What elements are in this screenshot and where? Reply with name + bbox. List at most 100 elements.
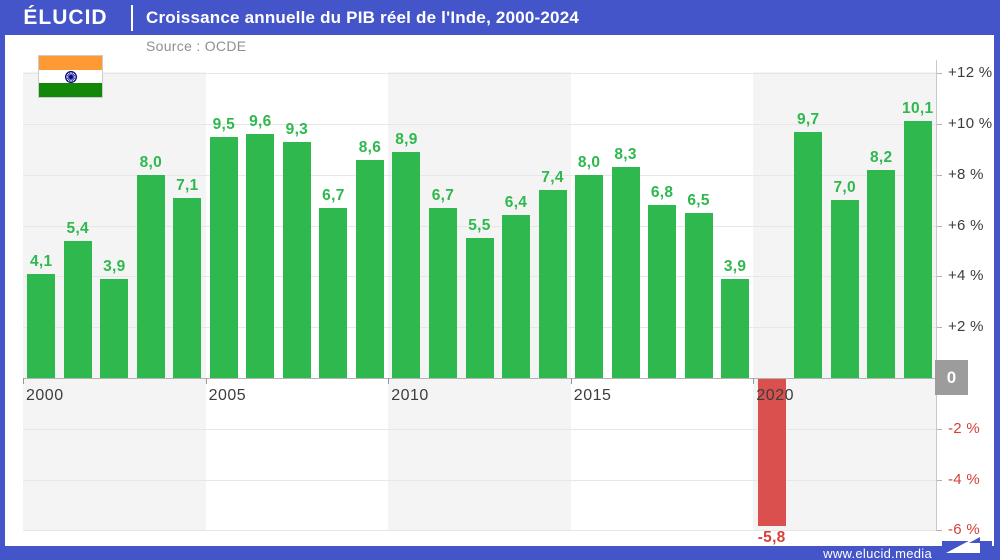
- bar: [684, 212, 713, 378]
- y-axis-label: +2 %: [948, 318, 984, 336]
- elucid-logo: ÉLUCID: [23, 5, 108, 29]
- x-axis-label: 2020: [756, 387, 794, 404]
- y-gridline: [23, 479, 936, 481]
- bar: [721, 278, 750, 378]
- x-axis-tick: [23, 378, 24, 384]
- y-axis-label: +8 %: [948, 165, 984, 183]
- x-axis-tick: [205, 378, 207, 384]
- bar-value-label: 9,3: [285, 120, 309, 138]
- ashoka-chakra-icon: [64, 70, 77, 83]
- bar: [757, 379, 786, 527]
- bar-value-label: 4,1: [30, 252, 53, 270]
- y-axis-tick: [936, 225, 942, 227]
- y-gridline: [23, 225, 936, 227]
- y-gridline: [23, 428, 936, 430]
- bar-value-label: 8,0: [139, 153, 163, 171]
- bar-value-label: 8,6: [358, 138, 382, 156]
- y-axis-tick: [936, 479, 942, 481]
- y-axis-label: -6 %: [948, 521, 981, 539]
- zero-line: [23, 378, 936, 379]
- bar-value-label: 6,5: [687, 191, 710, 209]
- bar: [428, 207, 457, 378]
- bar: [209, 136, 238, 378]
- flag-green-stripe: [39, 83, 102, 98]
- x-axis-tick: [753, 378, 755, 384]
- bar: [392, 151, 421, 378]
- bar-value-label: 3,9: [723, 257, 747, 275]
- x-axis-tick: [570, 378, 572, 384]
- y-gridline: [23, 530, 936, 532]
- bar: [63, 240, 92, 378]
- bar: [173, 197, 202, 378]
- header-bar: ÉLUCID Croissance annuelle du PIB réel d…: [0, 0, 1000, 35]
- bar: [465, 238, 494, 378]
- bar-value-label: 7,4: [541, 169, 564, 187]
- y-axis-tick: [936, 124, 942, 125]
- x-axis-label: 2015: [573, 387, 612, 404]
- y-axis-label: +10 %: [948, 115, 993, 132]
- bar: [575, 174, 604, 378]
- y-axis-label: -4 %: [948, 470, 981, 488]
- bar-value-label: 6,7: [431, 186, 455, 204]
- flag-saffron-stripe: [39, 56, 102, 70]
- elucid-arrow-icon: [942, 529, 992, 560]
- bar-value-label: 6,8: [650, 184, 674, 202]
- bar-value-label: -5,8: [757, 529, 786, 547]
- bar-value-label: 5,5: [468, 217, 491, 235]
- bar-value-label: 6,7: [322, 186, 345, 204]
- bar: [355, 159, 384, 378]
- y-axis-tick: [936, 530, 942, 532]
- footer-bar: www.elucid.media: [0, 546, 1000, 560]
- flag-white-stripe: [39, 69, 102, 84]
- footer-url: www.elucid.media: [823, 546, 932, 560]
- bar-value-label: 10,1: [902, 100, 934, 118]
- bar: [100, 278, 129, 378]
- bar-value-label: 9,7: [796, 110, 820, 128]
- y-axis-tick: [936, 428, 942, 430]
- bar: [502, 215, 531, 378]
- y-axis-label: -2 %: [948, 419, 981, 437]
- bar: [794, 131, 823, 378]
- bar-value-label: 7,0: [833, 179, 856, 197]
- y-axis-tick: [936, 174, 942, 176]
- bar-value-label: 6,4: [504, 194, 528, 212]
- y-axis-label: +4 %: [948, 267, 984, 285]
- y-axis-tick: [936, 276, 942, 278]
- x-axis-label: 2005: [208, 387, 247, 404]
- header-separator: [131, 4, 133, 31]
- bar: [611, 167, 640, 378]
- x-axis-label: 2010: [391, 387, 429, 404]
- bar-value-label: 8,0: [577, 153, 601, 171]
- bar-value-label: 9,5: [212, 115, 236, 133]
- bar-value-label: 9,6: [249, 113, 272, 131]
- bar-value-label: 8,9: [395, 130, 418, 148]
- bar-value-label: 8,3: [614, 146, 637, 164]
- y-axis-label: +12 %: [948, 64, 993, 82]
- left-border: [0, 0, 5, 560]
- x-axis-label: 2000: [26, 387, 64, 404]
- chart-title: Croissance annuelle du PIB réel de l'Ind…: [146, 7, 580, 27]
- bar: [136, 174, 165, 378]
- bar: [538, 190, 567, 378]
- y-axis-tick: [936, 327, 942, 329]
- y-gridline: [23, 174, 936, 176]
- bar-value-label: 7,1: [176, 176, 199, 194]
- india-flag-icon: [38, 55, 103, 98]
- x-axis-tick: [388, 378, 390, 384]
- bar-value-label: 3,9: [103, 257, 126, 275]
- y-axis-line: [936, 60, 937, 530]
- y-gridline: [23, 124, 936, 125]
- source-label: Source : OCDE: [146, 38, 247, 54]
- bar-value-label: 5,4: [66, 219, 89, 237]
- y-axis-zero-label: 0: [935, 360, 968, 395]
- bar: [867, 169, 896, 378]
- bar-value-label: 8,2: [869, 148, 893, 166]
- y-axis-label: +6 %: [948, 216, 984, 234]
- bar: [648, 205, 677, 378]
- bar: [903, 121, 932, 378]
- bar: [246, 134, 275, 378]
- bar: [830, 200, 859, 378]
- bar: [27, 273, 56, 378]
